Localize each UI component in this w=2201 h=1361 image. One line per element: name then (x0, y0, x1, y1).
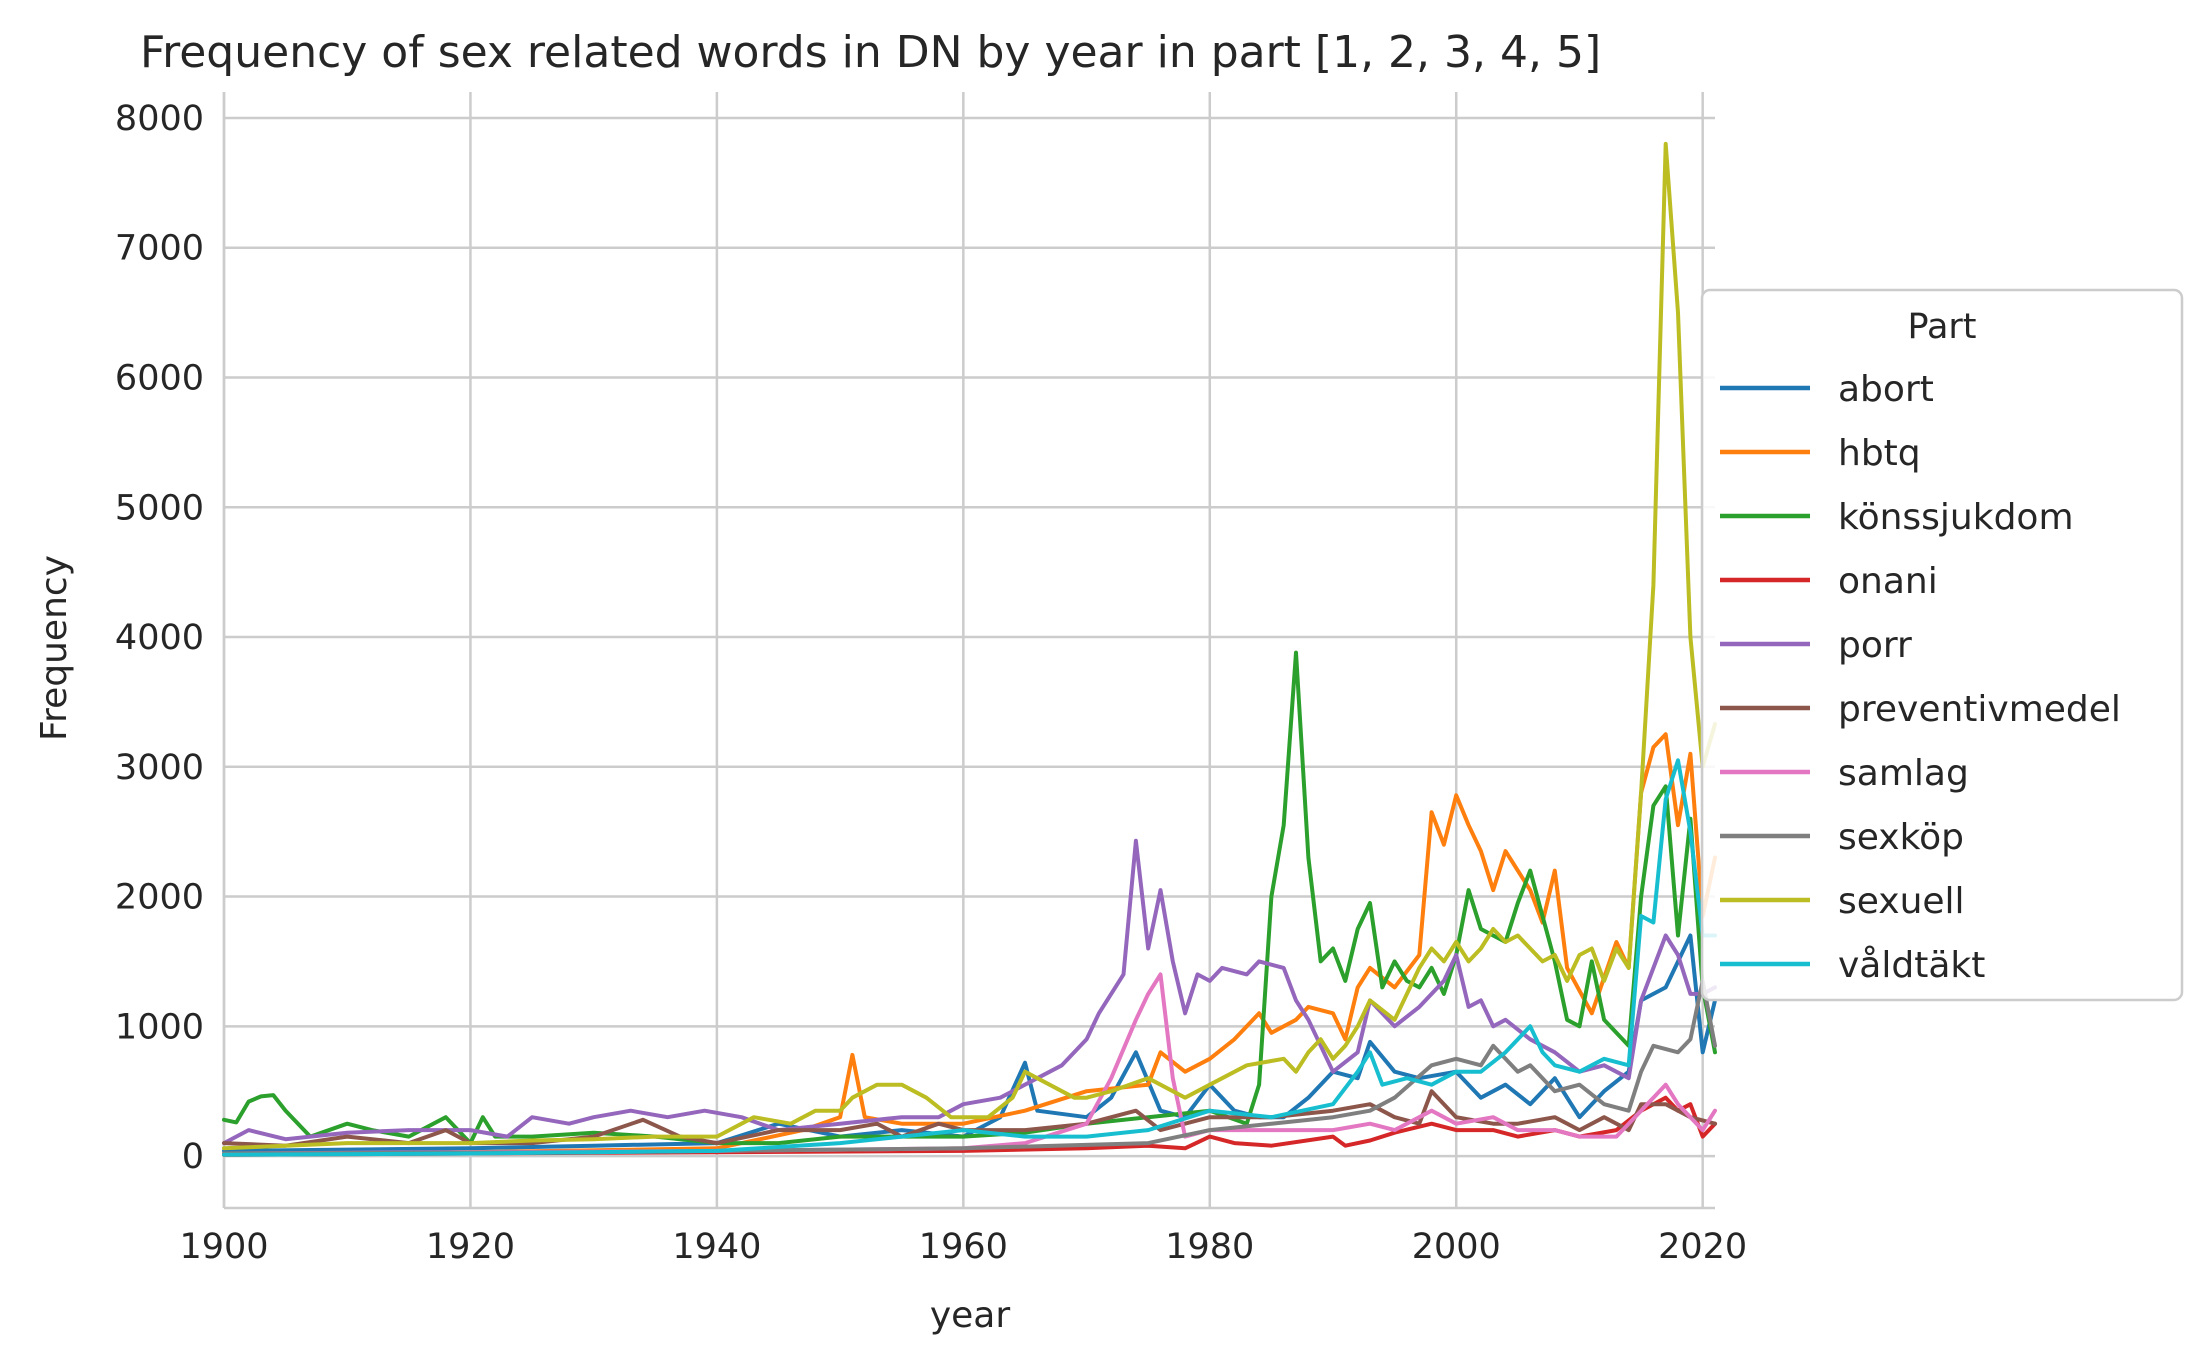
series-line-sexuell (222, 141, 1717, 1151)
x-tick-label: 2000 (1412, 1227, 1501, 1267)
y-tick-label: 7000 (115, 229, 204, 269)
x-tick-label: 1960 (919, 1227, 1008, 1267)
legend-box (1700, 288, 2184, 1002)
legend-entry-label: porr (1838, 625, 1912, 666)
x-tick-label: 1980 (1165, 1227, 1254, 1267)
y-tick-label: 2000 (115, 878, 204, 918)
series-line-könssjukdom (222, 650, 1717, 1146)
legend-entry-label: sexköp (1838, 817, 1964, 858)
legend-entry-label: abort (1838, 369, 1934, 410)
legend: Part abort hbtq könssjukdom onani porr preven… (1700, 288, 2184, 1002)
x-tick-label: 1900 (179, 1227, 268, 1267)
series-lines (222, 141, 1717, 1157)
series-line-samlag (222, 972, 1717, 1156)
legend-items: abort hbtq könssjukdom onani porr preventivme… (1720, 369, 2121, 986)
legend-entry-label: onani (1838, 561, 1938, 602)
y-tick-label: 1000 (115, 1007, 204, 1047)
y-tick-label: 4000 (115, 618, 204, 658)
legend-entry-label: sexuell (1838, 881, 1965, 922)
y-tick-label: 3000 (115, 748, 204, 788)
x-axis-label: year (930, 1295, 1011, 1336)
legend-entry-label: preventivmedel (1838, 689, 2121, 730)
legend-entry-label: våldtäkt (1838, 945, 1985, 986)
series-line-våldtäkt (222, 758, 1717, 1157)
y-axis-label: Frequency (34, 555, 75, 741)
x-tick-label: 1940 (672, 1227, 761, 1267)
x-tick-label: 1920 (426, 1227, 515, 1267)
y-tick-labels: 0 1000 2000 3000 4000 5000 6000 7000 8000 (115, 99, 204, 1177)
legend-entry-label: könssjukdom (1838, 497, 2074, 538)
chart-title: Frequency of sex related words in DN by … (140, 27, 1601, 78)
legend-entry-label: hbtq (1838, 433, 1921, 474)
y-tick-label: 6000 (115, 358, 204, 398)
y-tick-label: 8000 (115, 99, 204, 139)
series-line-onani (222, 1095, 1717, 1157)
legend-entry-label: samlag (1838, 753, 1969, 794)
y-tick-label: 0 (182, 1137, 204, 1177)
series-line-porr (222, 838, 1717, 1146)
y-tick-label: 5000 (115, 488, 204, 528)
x-tick-labels: 1900 1920 1940 1960 1980 2000 2020 (179, 1227, 1747, 1267)
x-tick-label: 2020 (1658, 1227, 1747, 1267)
series-line-sexköp (222, 978, 1717, 1156)
legend-title: Part (1907, 307, 1976, 347)
grid-lines (222, 92, 1715, 1208)
